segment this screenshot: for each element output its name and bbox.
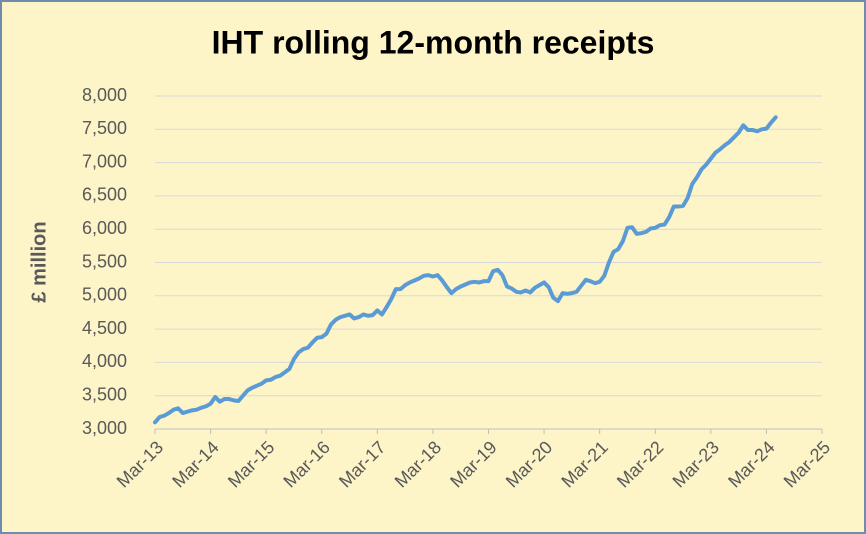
y-tick-label: 4,000 bbox=[82, 351, 127, 371]
y-tick-label: 7,000 bbox=[82, 151, 127, 171]
y-tick-label: 3,500 bbox=[82, 384, 127, 404]
y-tick-label: 7,500 bbox=[82, 118, 127, 138]
y-tick-label: 8,000 bbox=[82, 85, 127, 105]
data-line bbox=[153, 115, 778, 425]
y-tick-label: 5,000 bbox=[82, 285, 127, 305]
y-tick-label: 6,500 bbox=[82, 185, 127, 205]
y-tick-label: 3,000 bbox=[82, 418, 127, 438]
y-tick-label: 4,500 bbox=[82, 318, 127, 338]
y-tick-label: 5,500 bbox=[82, 251, 127, 271]
chart-title: IHT rolling 12-month receipts bbox=[212, 24, 655, 60]
y-tick-label: 6,000 bbox=[82, 218, 127, 238]
y-axis-title: £ million bbox=[28, 221, 50, 302]
